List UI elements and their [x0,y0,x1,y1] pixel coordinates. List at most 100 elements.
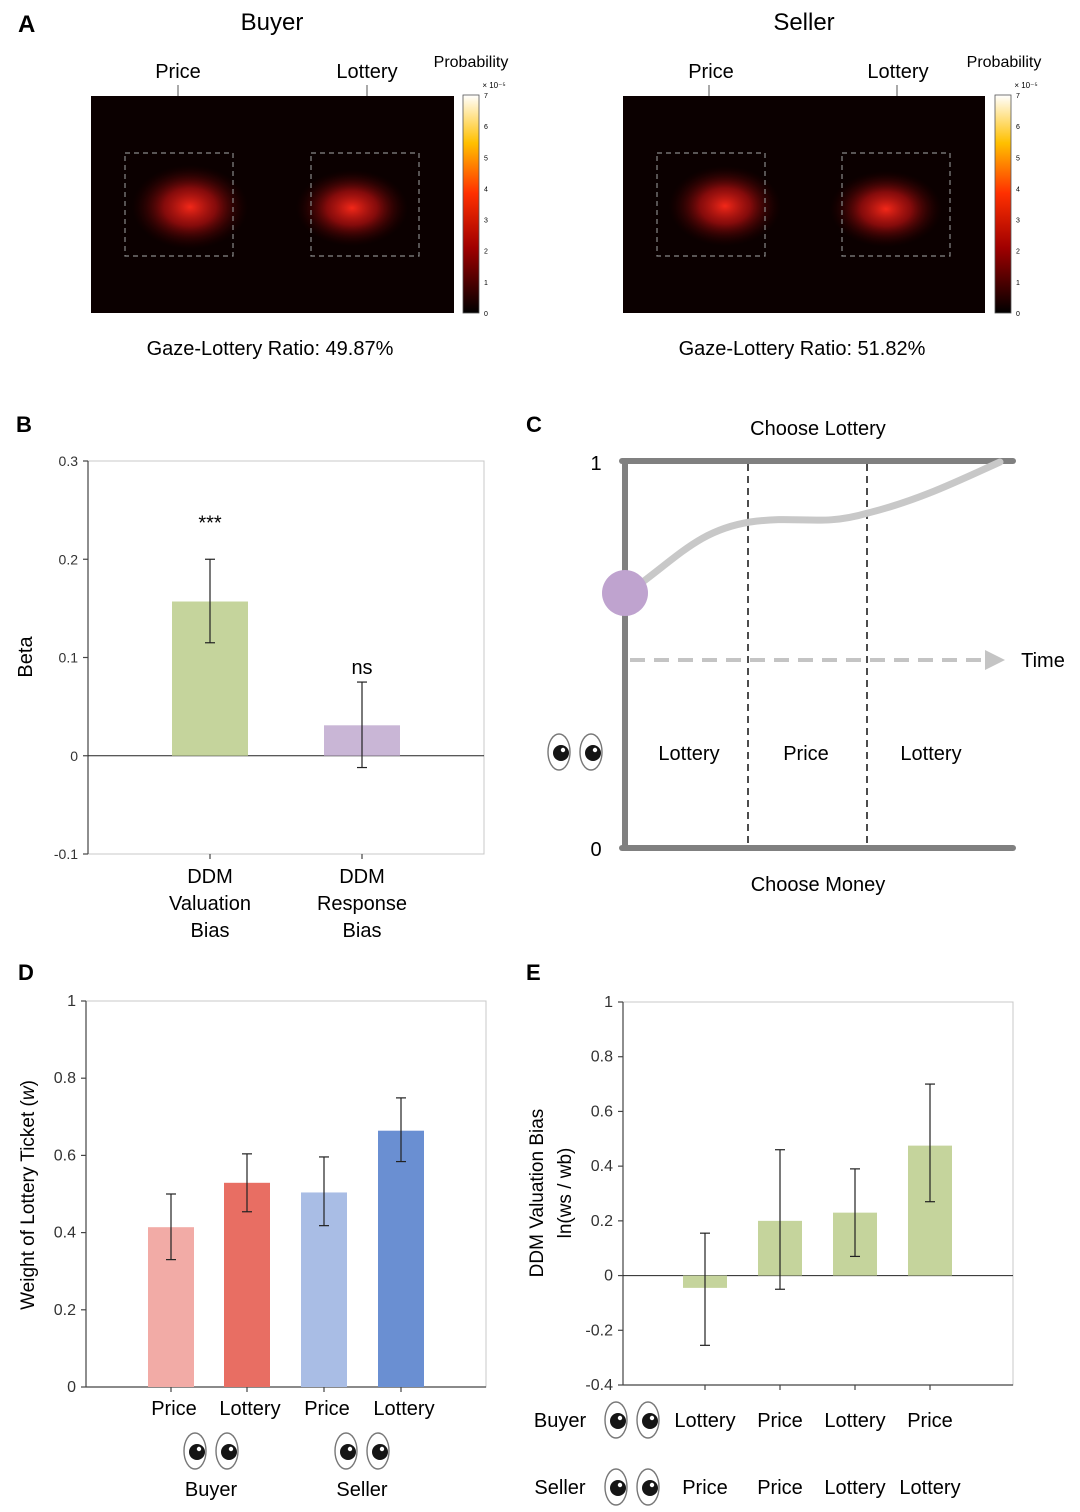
chart-e: -0.4 -0.2 0 0.2 0.4 0.6 0.8 1 Buyer Seller Lottery… [527,994,1014,1506]
starting-point-dot [602,570,648,616]
chart-b: -0.1 0 0.1 0.2 0.3 *** ns DDM Valuation Bias DDM Re… [15,453,485,942]
colorbar-scale: × 10⁻⁵ [482,81,505,90]
colorbar [994,94,1012,314]
aoi-label-price: Price [155,61,201,83]
panel-a-label: A [18,11,35,38]
y-tick-label: 0.2 [591,1213,613,1230]
buyer-category-label: Price [907,1410,953,1432]
y-tick-label: 1 [604,994,613,1011]
colorbar [462,94,480,314]
y-tick-label: 0.2 [59,551,79,567]
y-axis-label: Beta [15,636,37,678]
y-tick-label: -0.4 [585,1377,613,1394]
y-tick-label: 1 [67,993,76,1010]
buyer-category-label: Price [757,1410,803,1432]
eye-icon [547,733,603,771]
evidence-path [628,458,1004,594]
y-tick-label: 0.2 [54,1302,76,1319]
aoi-label-lottery: Lottery [336,61,397,83]
y-tick-label: 0.1 [59,650,79,666]
time-arrow-head [985,650,1005,670]
y-axis-label: Weight of Lottery Ticket (w) [18,1080,39,1310]
colorbar-tick-label: 7 [484,93,488,100]
y-tick-label: -0.1 [54,846,78,862]
y-tick-label: 0.8 [54,1070,76,1087]
y-tick-label: 0.6 [54,1147,76,1164]
x-tick-label: Lottery [219,1398,280,1420]
aoi-box-lottery [841,152,951,257]
seller-category-label: Lottery [824,1477,885,1499]
significance-label: ns [351,657,372,679]
panel-b-label: B [16,412,32,437]
y-tick-label: 0.3 [59,453,79,469]
bar [378,1130,424,1387]
seller-category-label: Price [682,1477,728,1499]
x-tick-label: Price [304,1398,350,1420]
y-tick-label: 0 [67,1379,76,1396]
y-tick-label: 0.4 [591,1158,613,1175]
colorbar-tick-label: 3 [1016,218,1020,225]
y-tick-label: 0 [70,748,78,764]
heatmap-title: Buyer [241,9,304,36]
boundary-bottom-value: 0 [590,839,601,861]
colorbar-tick-label: 1 [484,280,488,287]
seller-category-label: Lottery [899,1477,960,1499]
y-tick-label: 0.6 [591,1103,613,1120]
row-label: Seller [534,1477,585,1499]
eye-icon [604,1468,660,1506]
colorbar-tick-label: 5 [1016,155,1020,162]
colorbar-tick-label: 2 [1016,249,1020,256]
y-tick-label: 0 [604,1268,613,1285]
colorbar-label: Probability [967,54,1042,71]
y-axis-label: DDM Valuation Bias [527,1109,548,1278]
colorbar-tick-label: 6 [484,124,488,131]
x-tick-label: Lottery [373,1398,434,1420]
y-tick-label: -0.2 [585,1322,613,1339]
y-axis-label: ln(ws / wb) [555,1148,576,1239]
aoi-label-price: Price [688,61,734,83]
eye-icon [183,1432,239,1470]
choose-lottery-label: Choose Lottery [750,418,886,440]
colorbar-tick-label: 5 [484,155,488,162]
row-label: Buyer [534,1410,587,1432]
group-label: Seller [336,1479,387,1501]
colorbar-tick-label: 7 [1016,93,1020,100]
choose-money-label: Choose Money [751,874,886,896]
heatmap-title: Seller [773,9,834,36]
colorbar-label: Probability [434,54,509,71]
colorbar-tick-label: 2 [484,249,488,256]
colorbar-tick-label: 4 [484,186,488,193]
time-label: Time [1021,650,1065,672]
panel-c-label: C [526,412,542,437]
x-tick-label: Price [151,1398,197,1420]
colorbar-tick-label: 6 [1016,124,1020,131]
y-tick-label: 0.8 [591,1049,613,1066]
fixation-segment: Lottery [900,743,961,765]
significance-label: *** [198,512,222,534]
heatmap-caption: Gaze-Lottery Ratio: 51.82% [679,338,926,360]
colorbar-tick-label: 0 [1016,311,1020,318]
buyer-category-label: Lottery [824,1410,885,1432]
heatmap-buyer: Buyer Price Lottery Probability × 10⁻⁵ 0… [91,9,508,360]
aoi-box-price [656,152,766,257]
boundary-top-value: 1 [590,453,601,475]
aoi-label-lottery: Lottery [867,61,928,83]
seller-category-label: Price [757,1477,803,1499]
plot-frame [85,1000,487,1388]
chart-d: 0 0.2 0.4 0.6 0.8 1 Price Lottery Price Lottery Bu… [18,993,487,1501]
buyer-category-label: Lottery [674,1410,735,1432]
eye-icon [604,1401,660,1439]
heatmap-seller: Seller Price Lottery Probability × 10⁻⁵ … [623,9,1041,360]
y-tick-label: 0.4 [54,1225,76,1242]
eye-icon [334,1432,390,1470]
fixation-segment: Lottery [658,743,719,765]
colorbar-tick-label: 1 [1016,280,1020,287]
x-tick-label: DDM Valuation Bias [169,866,251,942]
colorbar-tick-label: 4 [1016,186,1020,193]
bar [224,1182,270,1387]
panel-d-label: D [18,960,34,985]
x-tick-label: DDM Response Bias [317,866,407,942]
colorbar-scale: × 10⁻⁵ [1014,81,1037,90]
colorbar-tick-label: 3 [484,218,488,225]
